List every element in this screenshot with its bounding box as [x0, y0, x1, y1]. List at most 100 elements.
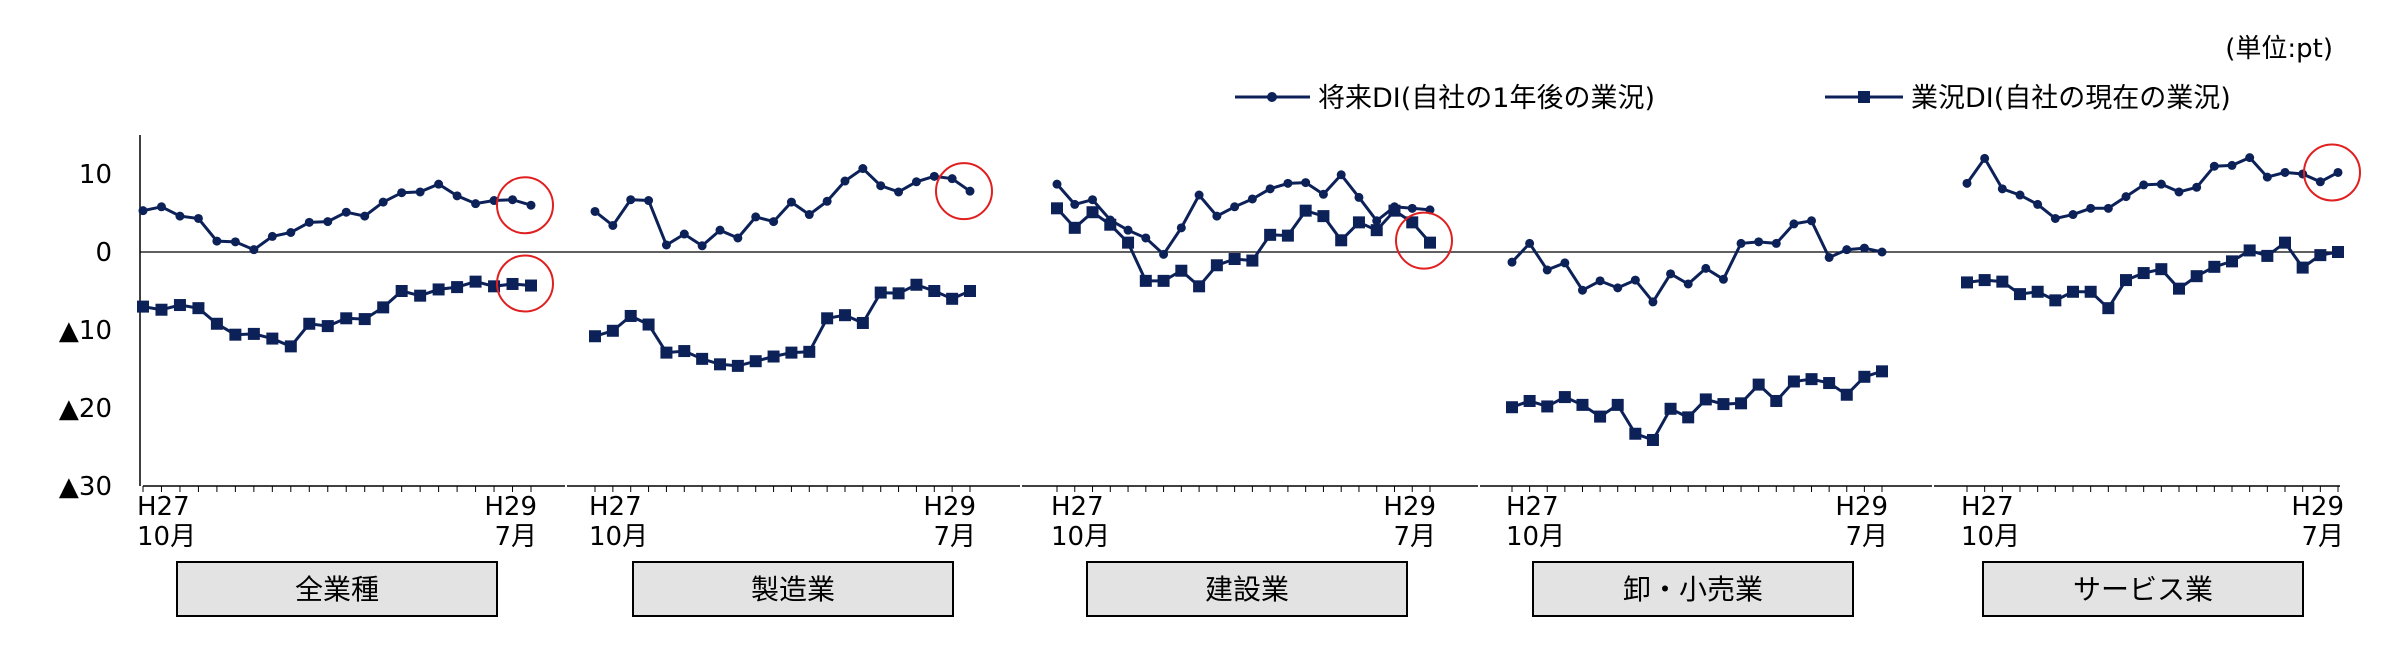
legend-item-current: 業況DI(自社の現在の業況) — [1825, 83, 2231, 114]
data-point-square — [946, 292, 959, 305]
data-point-square — [414, 289, 427, 302]
data-point-circle — [1407, 203, 1417, 213]
data-point-circle — [1088, 195, 1098, 205]
data-point-circle — [661, 240, 671, 250]
data-point-circle — [2156, 179, 2166, 189]
legend: 将来DI(自社の1年後の業況) 業況DI(自社の現在の業況) — [1235, 83, 2231, 114]
data-point-circle — [1212, 211, 1222, 221]
data-point-circle — [1577, 285, 1587, 295]
data-point-square — [506, 277, 519, 290]
data-point-circle — [1842, 245, 1852, 255]
data-point-square — [1735, 397, 1748, 410]
data-point-square — [1805, 373, 1818, 386]
highlight-layer — [496, 143, 2361, 313]
x-tick-label-end: H29 — [1383, 492, 1436, 522]
data-point-square — [469, 275, 482, 288]
series-line — [1966, 240, 2339, 311]
data-point-square — [1424, 236, 1436, 249]
highlight-circle — [2303, 143, 2361, 202]
data-point-square — [1317, 210, 1330, 223]
data-point-circle — [1301, 178, 1311, 188]
data-point-square — [266, 332, 279, 345]
data-point-square — [451, 281, 464, 294]
data-point-circle — [2103, 203, 2113, 213]
x-tick-label-end: 7月 — [933, 522, 976, 552]
data-point-circle — [230, 237, 240, 247]
data-point-square — [155, 303, 168, 316]
x-tick-label-end: 7月 — [1845, 522, 1888, 552]
data-point-square — [1823, 377, 1836, 390]
data-point-circle — [2139, 180, 2149, 190]
data-point-square — [1646, 433, 1659, 446]
data-point-circle — [786, 197, 796, 207]
data-point-circle — [2245, 153, 2255, 163]
data-point-circle — [323, 217, 333, 227]
data-point-square — [1104, 218, 1117, 231]
data-point-circle — [733, 233, 743, 243]
data-point-circle — [751, 212, 761, 222]
panel-label-box — [1982, 561, 2304, 617]
series-layer — [137, 153, 2344, 446]
data-point-circle — [911, 177, 921, 187]
data-point-square — [1139, 274, 1152, 287]
data-point-circle — [2015, 190, 2025, 200]
data-point-square — [1699, 393, 1712, 406]
data-point-circle — [715, 225, 725, 235]
data-point-square — [1717, 398, 1730, 411]
data-point-circle — [608, 220, 618, 230]
data-point-square — [1682, 411, 1695, 424]
data-point-circle — [1542, 265, 1552, 275]
data-point-circle — [2033, 199, 2043, 209]
data-point-square — [1770, 394, 1783, 407]
data-point-square — [731, 359, 744, 372]
data-point-circle — [929, 171, 939, 181]
data-point-square — [624, 309, 637, 322]
data-point-circle — [1718, 274, 1728, 284]
data-point-square — [964, 285, 976, 297]
axis-layer: 10 0 ▲10 ▲20 ▲30 — [59, 135, 2340, 502]
data-point-square — [1840, 388, 1853, 401]
data-point-circle — [471, 199, 481, 209]
series-line — [1965, 155, 2339, 221]
data-point-square — [210, 317, 223, 330]
data-point-square — [1506, 401, 1518, 414]
data-point-circle — [1560, 258, 1570, 268]
data-point-square — [1541, 400, 1554, 413]
data-point-circle — [858, 164, 868, 174]
data-point-circle — [1230, 202, 1240, 212]
data-point-square — [2190, 270, 2203, 283]
x-tick-label-start: 10月 — [1506, 522, 1565, 552]
data-point-circle — [360, 211, 370, 221]
legend-item-future: 将来DI(自社の1年後の業況) — [1235, 83, 1655, 114]
data-point-circle — [1247, 194, 1257, 204]
data-point-square — [2049, 294, 2062, 307]
data-point-circle — [1283, 178, 1293, 188]
data-point-circle — [138, 206, 148, 216]
series-line — [142, 280, 532, 349]
x-tick-label-end: 7月 — [2301, 522, 2344, 552]
data-point-circle — [1595, 276, 1605, 286]
x-tick-label-end: 7月 — [494, 522, 537, 552]
data-point-square — [2102, 302, 2115, 315]
data-point-circle — [2315, 177, 2325, 187]
data-point-square — [229, 328, 242, 341]
data-point-square — [1406, 216, 1419, 229]
data-point-circle — [1877, 247, 1887, 257]
data-point-circle — [1666, 269, 1676, 279]
data-point-circle — [840, 176, 850, 186]
data-point-circle — [947, 174, 957, 184]
data-point-circle — [1507, 257, 1517, 267]
data-point-square — [1335, 234, 1348, 247]
data-point-square — [2067, 285, 2079, 298]
data-point-circle — [156, 202, 166, 212]
panel-label: 全業種 — [295, 573, 379, 606]
y-tick-label: ▲30 — [59, 472, 112, 502]
x-tick-label-start: H27 — [1051, 492, 1104, 522]
data-point-circle — [1336, 170, 1346, 180]
data-point-square — [1193, 280, 1206, 293]
data-point-circle — [1807, 216, 1817, 226]
data-point-circle — [1789, 219, 1799, 229]
data-point-circle — [1824, 252, 1834, 262]
data-point-square — [803, 345, 816, 358]
data-point-square — [1281, 229, 1294, 242]
